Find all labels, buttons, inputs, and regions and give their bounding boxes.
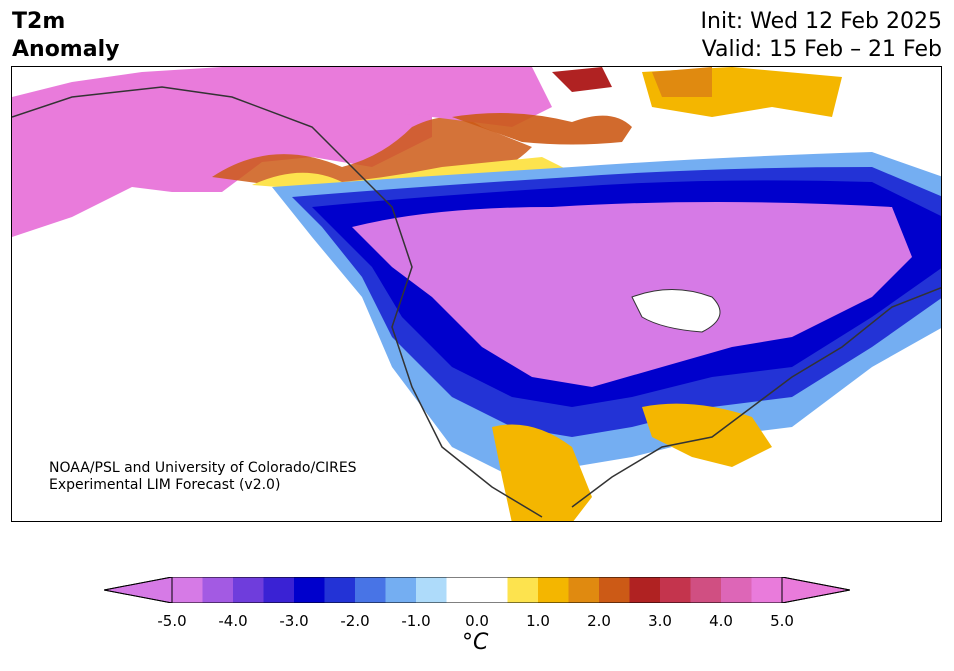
data-credit: NOAA/PSL and University of Colorado/CIRE… xyxy=(49,460,357,494)
southeast-warm-region xyxy=(642,403,772,467)
greenland-edge xyxy=(322,67,552,127)
colorbar-tick-label: -5.0 xyxy=(157,612,187,630)
colorbar-tick-label: 1.0 xyxy=(526,612,550,630)
colorbar-cell xyxy=(751,577,783,603)
arctic-warm-streak xyxy=(452,113,632,145)
colorbar-cell xyxy=(202,577,234,603)
colorbar-cell xyxy=(233,577,264,603)
title-line-1: T2m xyxy=(12,9,66,34)
forecast-dates: Init: Wed 12 Feb 2025 Valid: 15 Feb – 21… xyxy=(701,8,942,64)
anomaly-map xyxy=(11,66,942,522)
colorbar-cell xyxy=(568,577,600,603)
colorbar-cell xyxy=(599,577,630,603)
colorbar-tick-label: -1.0 xyxy=(401,612,431,630)
colorbar-cell xyxy=(629,577,661,603)
colorbar-tick-label: -4.0 xyxy=(218,612,248,630)
title-line-2: Anomaly xyxy=(12,37,120,62)
credit-line-2: Experimental LIM Forecast (v2.0) xyxy=(49,477,281,493)
colorbar-cell xyxy=(324,577,356,603)
colorbar-tick-label: -2.0 xyxy=(340,612,370,630)
colorbar-min-arrow xyxy=(104,577,173,603)
colorbar-cell xyxy=(385,577,417,603)
init-date: Init: Wed 12 Feb 2025 xyxy=(700,9,942,34)
colorbar-cell xyxy=(446,577,478,603)
colorbar-cell xyxy=(507,577,539,603)
colorbar xyxy=(104,577,850,603)
credit-line-1: NOAA/PSL and University of Colorado/CIRE… xyxy=(49,460,357,476)
arctic-red-patch xyxy=(552,67,612,92)
colorbar-cell xyxy=(263,577,295,603)
colorbar-tick-label: -3.0 xyxy=(279,612,309,630)
colorbar-cell xyxy=(355,577,386,603)
cold-core-region xyxy=(352,202,912,387)
map-canvas xyxy=(12,67,941,521)
map-title: T2m Anomaly xyxy=(12,8,119,64)
coastline xyxy=(12,86,941,518)
colorbar-cell xyxy=(690,577,722,603)
arctic-orange-patch xyxy=(652,67,712,97)
unit-label: °C xyxy=(462,630,489,655)
colorbar-tick-label: 5.0 xyxy=(770,612,794,630)
colorbar-cell xyxy=(721,577,752,603)
texas-warm-region xyxy=(492,424,592,521)
colorbar-cell xyxy=(172,577,203,603)
colorbar-tick-label: 2.0 xyxy=(587,612,611,630)
colorbar-cells xyxy=(172,577,783,603)
valid-range: Valid: 15 Feb – 21 Feb xyxy=(701,37,942,62)
colorbar-tick-label: 0.0 xyxy=(465,612,489,630)
colorbar-max-arrow xyxy=(781,577,850,603)
alaska-anomaly-region xyxy=(12,67,432,237)
colorbar-cell xyxy=(660,577,691,603)
great-lakes xyxy=(631,289,721,333)
colorbar-tick-label: 4.0 xyxy=(709,612,733,630)
colorbar-cell xyxy=(477,577,508,603)
colorbar-cell xyxy=(538,577,569,603)
colorbar-cell xyxy=(294,577,325,603)
colorbar-cell xyxy=(416,577,447,603)
colorbar-tick-label: 3.0 xyxy=(648,612,672,630)
